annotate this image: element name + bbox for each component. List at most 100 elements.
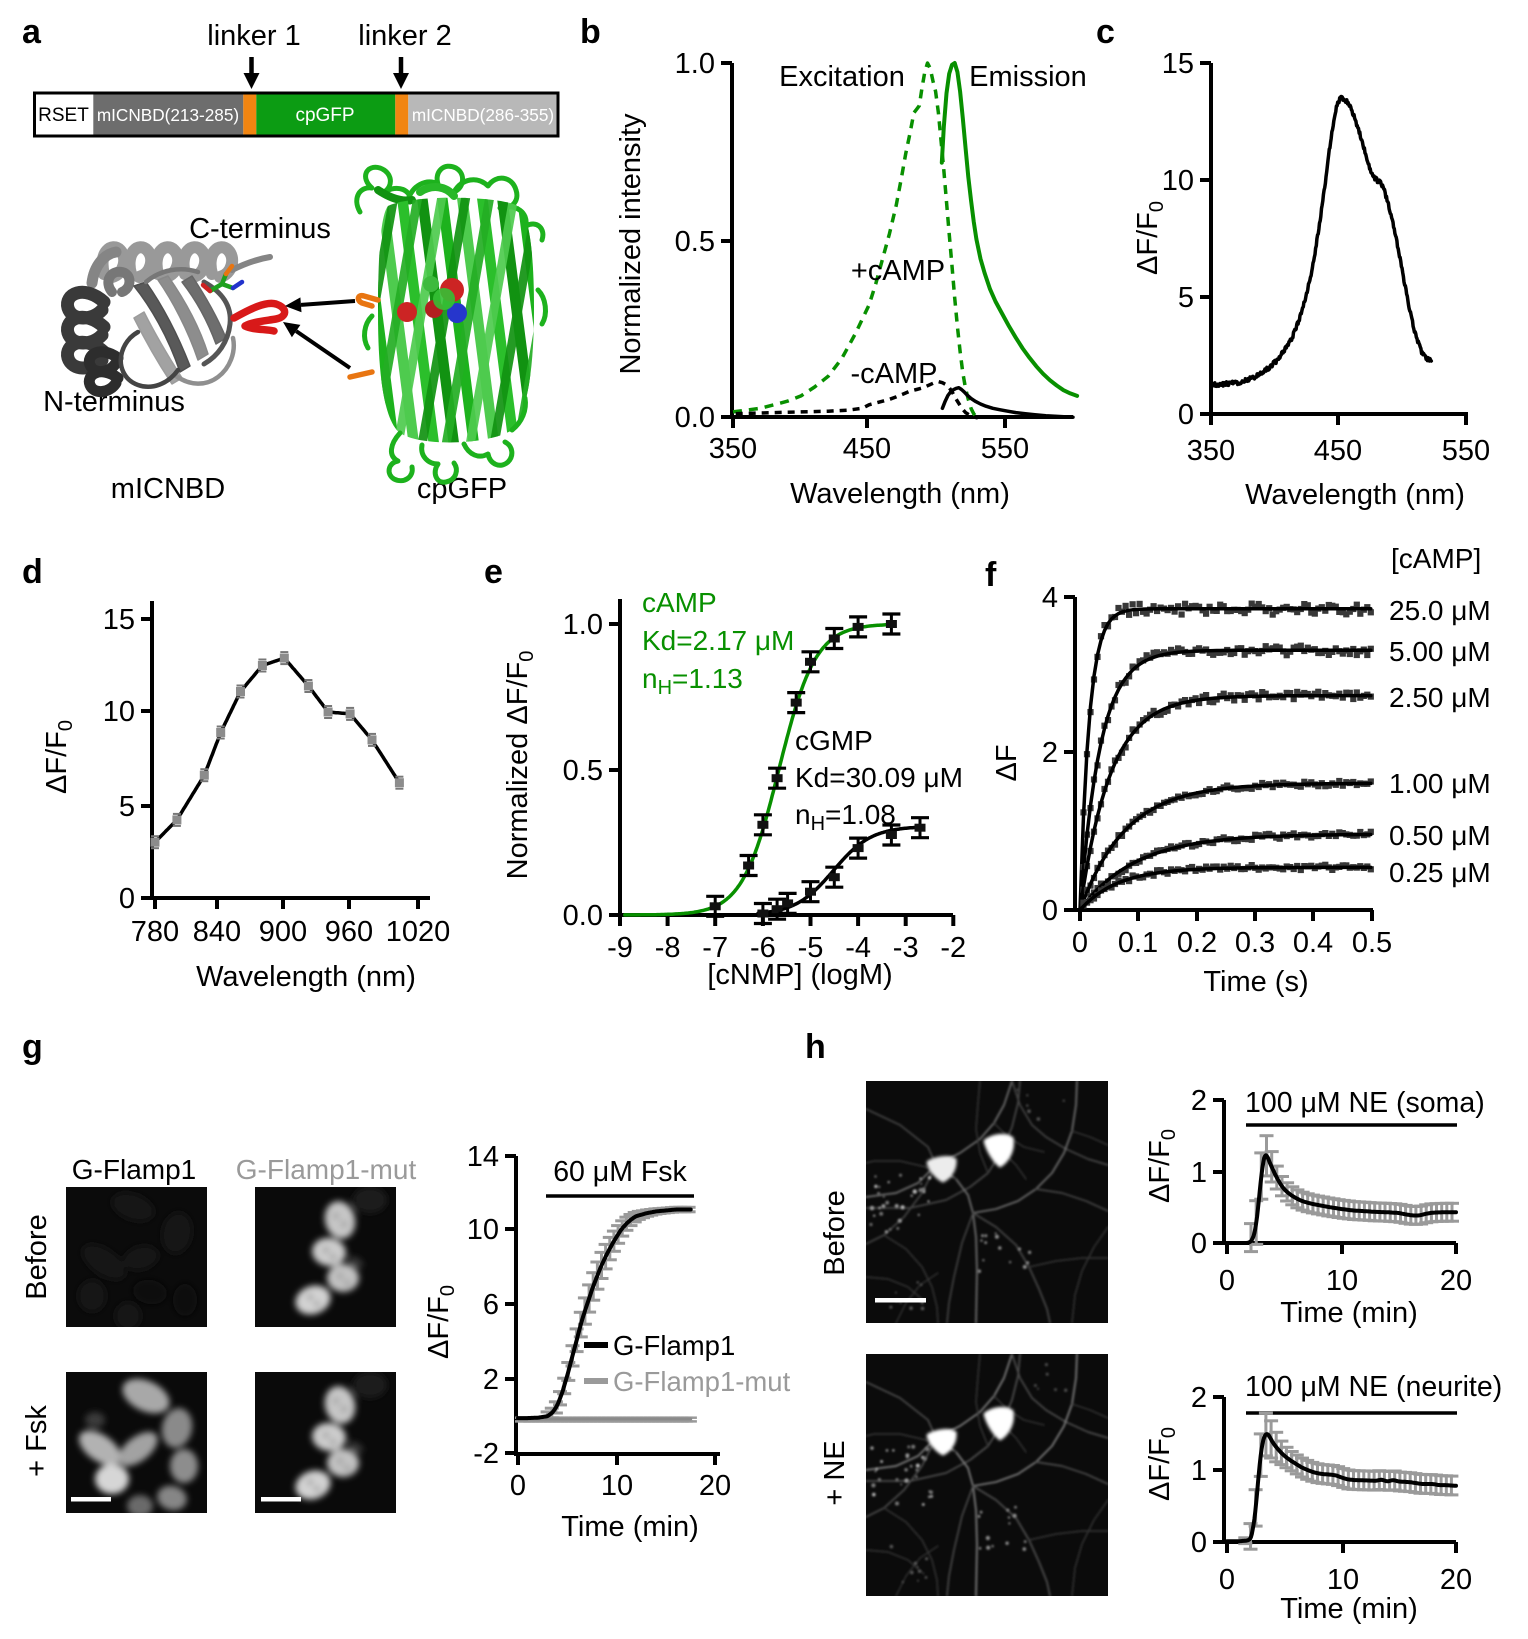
svg-text:0: 0 xyxy=(510,1470,526,1502)
svg-text:-7: -7 xyxy=(702,932,728,964)
svg-text:0: 0 xyxy=(1178,399,1194,431)
svg-text:1: 1 xyxy=(1191,1157,1207,1189)
svg-text:RSET: RSET xyxy=(38,105,89,126)
svg-text:780: 780 xyxy=(131,916,179,948)
svg-text:-2: -2 xyxy=(940,932,966,964)
svg-text:C-terminus: C-terminus xyxy=(189,213,331,245)
svg-text:15: 15 xyxy=(1162,48,1194,80)
svg-text:0: 0 xyxy=(1219,1265,1235,1297)
svg-text:Before: Before xyxy=(819,1190,851,1275)
svg-text:1020: 1020 xyxy=(386,916,451,948)
svg-text:mICNBD(286-355): mICNBD(286-355) xyxy=(412,105,554,125)
svg-text:25.0 μM: 25.0 μM xyxy=(1389,595,1491,626)
svg-text:450: 450 xyxy=(843,433,891,465)
svg-text:nH=1.13: nH=1.13 xyxy=(642,663,743,699)
svg-text:-5: -5 xyxy=(798,932,824,964)
svg-text:100 μM NE (soma): 100 μM NE (soma) xyxy=(1245,1087,1485,1119)
svg-text:Normalized ΔF/F0: Normalized ΔF/F0 xyxy=(502,651,538,880)
svg-text:350: 350 xyxy=(709,433,757,465)
svg-text:Emission: Emission xyxy=(969,61,1087,93)
svg-text:350: 350 xyxy=(1187,435,1235,467)
svg-text:Time (s): Time (s) xyxy=(1203,966,1308,998)
svg-text:ΔF/F0: ΔF/F0 xyxy=(423,1285,459,1359)
svg-text:Wavelength (nm): Wavelength (nm) xyxy=(196,961,416,993)
svg-text:0.25 μM: 0.25 μM xyxy=(1389,857,1491,888)
svg-text:100 μM NE (neurite): 100 μM NE (neurite) xyxy=(1245,1371,1502,1403)
svg-text:550: 550 xyxy=(981,433,1029,465)
svg-text:-2: -2 xyxy=(473,1438,499,1470)
svg-text:0.3: 0.3 xyxy=(1235,927,1275,959)
svg-text:10: 10 xyxy=(467,1214,499,1246)
svg-text:-6: -6 xyxy=(750,932,776,964)
svg-text:0: 0 xyxy=(1191,1228,1207,1260)
svg-text:ΔF/F0: ΔF/F0 xyxy=(1144,1129,1180,1203)
svg-text:nH=1.08: nH=1.08 xyxy=(795,799,896,835)
svg-text:0.1: 0.1 xyxy=(1118,927,1158,959)
svg-text:ΔF/F0: ΔF/F0 xyxy=(1132,201,1168,275)
svg-text:0: 0 xyxy=(1042,895,1058,927)
svg-text:20: 20 xyxy=(1440,1564,1472,1596)
svg-text:10: 10 xyxy=(601,1470,633,1502)
svg-text:2: 2 xyxy=(483,1364,499,1396)
svg-text:Time (min): Time (min) xyxy=(561,1511,698,1543)
svg-text:-8: -8 xyxy=(655,932,681,964)
svg-text:Before: Before xyxy=(21,1214,53,1299)
svg-text:G-Flamp1: G-Flamp1 xyxy=(72,1154,196,1185)
svg-text:60 μM Fsk: 60 μM Fsk xyxy=(553,1156,687,1188)
svg-text:b: b xyxy=(580,13,601,51)
svg-text:5: 5 xyxy=(119,791,135,823)
svg-text:e: e xyxy=(484,553,503,591)
svg-text:Wavelength (nm): Wavelength (nm) xyxy=(790,478,1010,510)
svg-text:1.00 μM: 1.00 μM xyxy=(1389,768,1491,799)
svg-text:0.5: 0.5 xyxy=(1352,927,1392,959)
svg-text:+cAMP: +cAMP xyxy=(851,255,945,287)
svg-text:ΔF/F0: ΔF/F0 xyxy=(41,720,77,794)
svg-text:G-Flamp1-mut: G-Flamp1-mut xyxy=(613,1366,791,1397)
svg-text:10: 10 xyxy=(1327,1564,1359,1596)
svg-text:900: 900 xyxy=(259,916,307,948)
svg-text:0.50 μM: 0.50 μM xyxy=(1389,820,1491,851)
svg-text:ΔF/F0: ΔF/F0 xyxy=(1144,1427,1180,1501)
svg-text:0: 0 xyxy=(1219,1564,1235,1596)
svg-text:840: 840 xyxy=(193,916,241,948)
svg-text:4: 4 xyxy=(1042,582,1058,614)
svg-text:G-Flamp1: G-Flamp1 xyxy=(613,1330,735,1361)
svg-text:[cAMP]: [cAMP] xyxy=(1391,543,1481,574)
svg-text:0: 0 xyxy=(1072,927,1088,959)
svg-text:2.50 μM: 2.50 μM xyxy=(1389,682,1491,713)
svg-text:h: h xyxy=(805,1028,826,1066)
svg-text:a: a xyxy=(22,13,42,51)
svg-text:5: 5 xyxy=(1178,282,1194,314)
svg-text:-cAMP: -cAMP xyxy=(851,358,938,390)
svg-text:ΔF: ΔF xyxy=(991,744,1023,781)
svg-text:cAMP: cAMP xyxy=(642,587,717,618)
svg-text:Wavelength (nm): Wavelength (nm) xyxy=(1245,479,1465,511)
svg-text:5.00 μM: 5.00 μM xyxy=(1389,636,1491,667)
svg-text:linker 2: linker 2 xyxy=(358,20,452,52)
svg-text:14: 14 xyxy=(467,1141,499,1173)
svg-text:10: 10 xyxy=(103,696,135,728)
svg-text:+ Fsk: + Fsk xyxy=(21,1405,53,1477)
svg-text:10: 10 xyxy=(1326,1265,1358,1297)
svg-text:2: 2 xyxy=(1191,1382,1207,1414)
svg-text:mICNBD: mICNBD xyxy=(111,473,225,505)
svg-text:0.4: 0.4 xyxy=(1293,927,1333,959)
svg-text:[cNMP] (logM): [cNMP] (logM) xyxy=(707,959,892,991)
svg-text:550: 550 xyxy=(1442,435,1490,467)
svg-text:0.5: 0.5 xyxy=(563,755,603,787)
svg-text:10: 10 xyxy=(1162,165,1194,197)
svg-text:2: 2 xyxy=(1191,1085,1207,1117)
svg-text:6: 6 xyxy=(483,1289,499,1321)
svg-text:0.0: 0.0 xyxy=(675,402,715,434)
svg-text:450: 450 xyxy=(1314,435,1362,467)
svg-text:linker 1: linker 1 xyxy=(207,20,301,52)
svg-text:1: 1 xyxy=(1191,1455,1207,1487)
svg-text:c: c xyxy=(1096,13,1115,51)
svg-text:mICNBD(213-285): mICNBD(213-285) xyxy=(97,105,239,125)
svg-text:-4: -4 xyxy=(845,932,871,964)
svg-text:960: 960 xyxy=(325,916,373,948)
svg-text:0.2: 0.2 xyxy=(1177,927,1217,959)
svg-text:0.0: 0.0 xyxy=(563,900,603,932)
svg-text:+ NE: + NE xyxy=(819,1440,851,1505)
svg-text:0: 0 xyxy=(119,883,135,915)
